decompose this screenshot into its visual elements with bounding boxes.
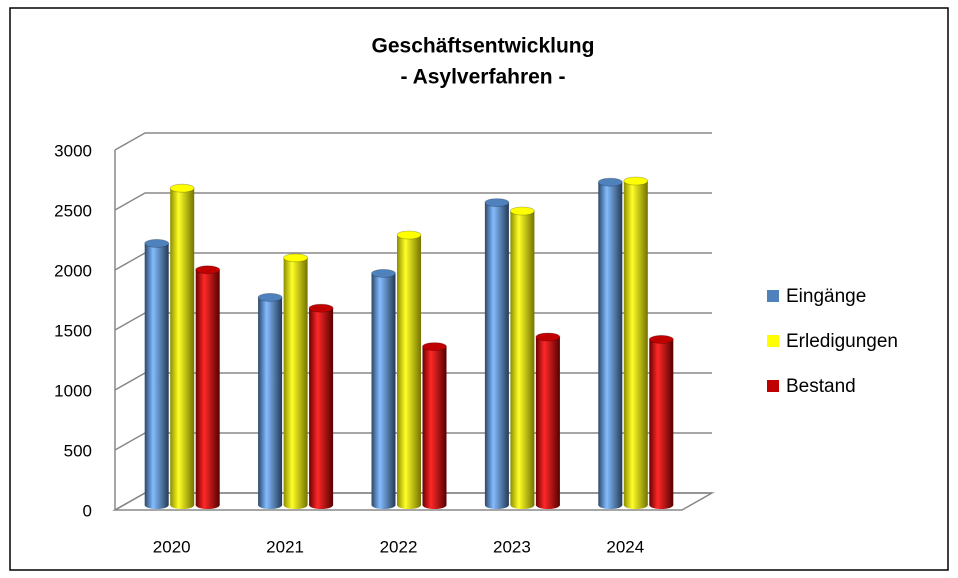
legend-swatch: [767, 290, 779, 302]
bar: [648, 334, 674, 509]
bar: [484, 198, 510, 509]
legend-label: Erledigungen: [786, 331, 898, 352]
bar: [535, 332, 561, 509]
legend-swatch: [767, 380, 779, 392]
y-tick-label: 1000: [54, 381, 92, 400]
bar: [597, 177, 623, 509]
bar: [623, 176, 649, 509]
legend-label: Eingänge: [786, 286, 866, 307]
x-tick-label: 2023: [493, 537, 531, 556]
bar: [257, 292, 283, 509]
legend-swatch: [767, 335, 779, 347]
grid-line: [114, 192, 712, 211]
bar: [283, 253, 309, 509]
bar: [396, 230, 422, 509]
chart-title: - Asylverfahren -: [401, 66, 566, 89]
x-tick-label: 2024: [606, 537, 644, 556]
chart-title: Geschäftsentwicklung: [372, 35, 595, 58]
y-tick-label: 3000: [54, 141, 92, 160]
y-tick-label: 0: [83, 501, 92, 520]
bar: [169, 183, 195, 509]
legend-label: Bestand: [786, 376, 856, 397]
y-tick-label: 2000: [54, 261, 92, 280]
y-tick-label: 500: [64, 441, 92, 460]
x-tick-label: 2022: [380, 537, 418, 556]
x-tick-label: 2021: [266, 537, 304, 556]
grid-line: [114, 132, 712, 151]
x-tick-label: 2020: [153, 537, 191, 556]
bar: [510, 206, 535, 509]
bar: [144, 238, 170, 509]
bar: [195, 265, 221, 509]
bar: [308, 303, 334, 509]
bar: [371, 268, 396, 509]
bar: [422, 342, 447, 509]
y-tick-label: 1500: [54, 321, 92, 340]
y-tick-label: 2500: [54, 201, 92, 220]
